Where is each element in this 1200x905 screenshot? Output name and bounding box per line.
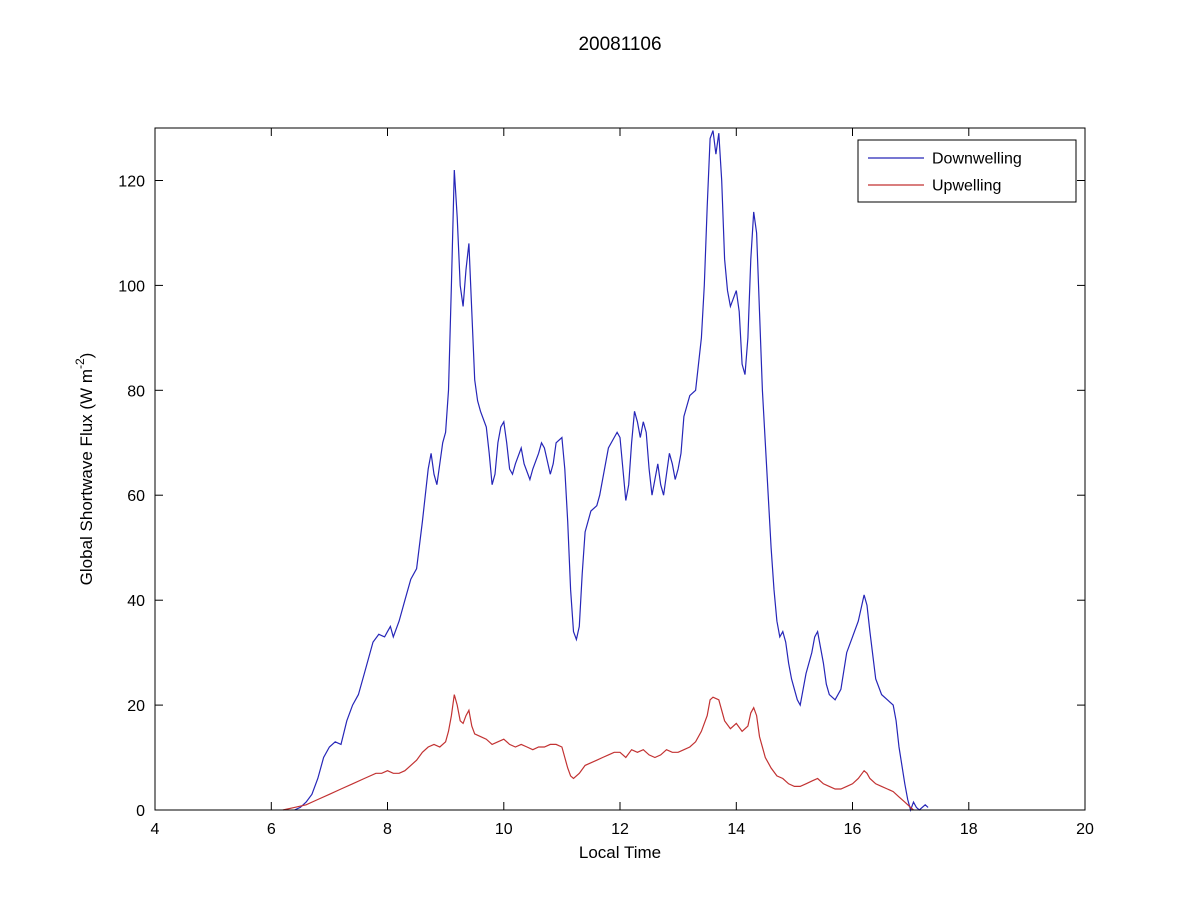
legend-label-upwelling: Upwelling [932, 178, 1001, 195]
downwelling-line [294, 130, 929, 812]
y-tick-label: 60 [127, 488, 145, 505]
chart-title: 20081106 [578, 34, 661, 55]
axis-ticks: 4 6 8 10 12 14 16 18 20 0 20 40 60 80 100 120 [118, 128, 1094, 838]
y-tick-label: 0 [136, 803, 145, 820]
y-tick-label: 20 [127, 698, 145, 715]
x-tick-label: 10 [495, 821, 513, 838]
x-tick-label: 4 [151, 821, 160, 838]
upwelling-line [282, 694, 914, 811]
y-axis-label-superscript: -2 [73, 358, 87, 369]
series-lines [282, 130, 929, 812]
y-tick-label: 80 [127, 383, 145, 400]
y-axis-label-main: Global Shortwave Flux (W m [77, 369, 96, 585]
y-axis-label: Global Shortwave Flux (W m-2) [73, 353, 96, 586]
x-tick-label: 6 [267, 821, 276, 838]
legend-label-downwelling: Downwelling [932, 151, 1022, 168]
y-tick-label: 120 [118, 174, 145, 191]
x-tick-label: 14 [727, 821, 745, 838]
plot-border [154, 127, 1086, 811]
y-axis-label-end: ) [77, 353, 96, 359]
y-tick-label: 40 [127, 593, 145, 610]
x-tick-label: 16 [844, 821, 862, 838]
x-tick-label: 18 [960, 821, 978, 838]
x-axis-label: Local Time [579, 843, 661, 862]
y-tick-label: 100 [118, 278, 145, 295]
x-tick-label: 20 [1076, 821, 1094, 838]
legend: Downwelling Upwelling [857, 139, 1077, 203]
x-tick-label: 12 [611, 821, 629, 838]
x-tick-label: 8 [383, 821, 392, 838]
legend-box [857, 139, 1077, 203]
